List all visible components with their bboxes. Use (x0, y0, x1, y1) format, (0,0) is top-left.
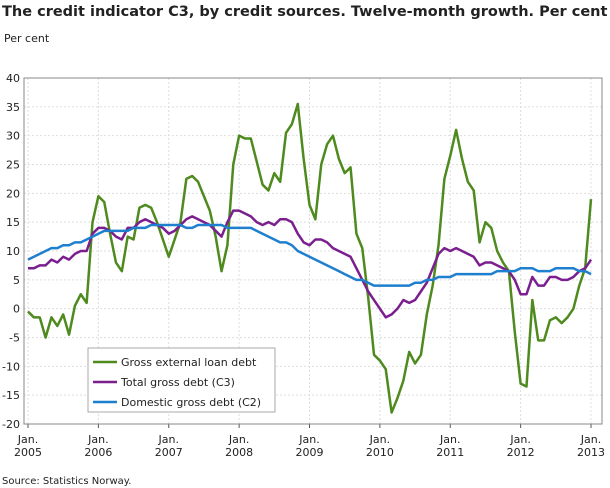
legend-label: Domestic gross debt (C2) (121, 396, 261, 409)
y-tick-label: 10 (6, 245, 20, 258)
series-line (28, 209, 593, 319)
x-tick-label: Jan. 2013 (577, 433, 605, 459)
y-tick-label: 0 (13, 303, 20, 316)
y-tick-label: -15 (2, 389, 20, 402)
y-tick-label: 35 (6, 101, 20, 114)
y-tick-label: 25 (6, 159, 20, 172)
y-tick-label: 30 (6, 130, 20, 143)
x-tick-label: Jan. 2008 (225, 433, 254, 459)
x-tick-label: Jan. 2005 (14, 433, 42, 459)
legend-label: Total gross debt (C3) (120, 376, 235, 389)
legend-box (87, 347, 276, 413)
y-tick-label: 15 (6, 216, 20, 229)
y-tick-label: -5 (9, 332, 20, 345)
y-tick-label: -10 (2, 360, 20, 373)
y-axis-label: Per cent (4, 32, 50, 45)
y-tick-label: 40 (6, 72, 20, 85)
x-tick-label: Jan. 2006 (84, 433, 113, 459)
x-tick-label: Jan. 2009 (295, 433, 324, 459)
x-tick-label: Jan. 2011 (436, 433, 465, 459)
plot-frame (23, 77, 603, 425)
chart-title: The credit indicator C3, by credit sourc… (2, 4, 607, 20)
series-line (27, 102, 593, 414)
legend-label: Gross external loan debt (121, 356, 257, 369)
x-tick-label: Jan. 2010 (365, 433, 394, 459)
x-tick-label: Jan. 2012 (506, 433, 535, 459)
source: Source: Statistics Norway. (2, 476, 131, 487)
series-line (27, 223, 592, 287)
x-tick-label: Jan. 2007 (154, 433, 183, 459)
y-tick-label: 5 (13, 274, 20, 287)
y-tick-label: -20 (2, 418, 20, 431)
y-tick-label: 20 (6, 187, 20, 200)
